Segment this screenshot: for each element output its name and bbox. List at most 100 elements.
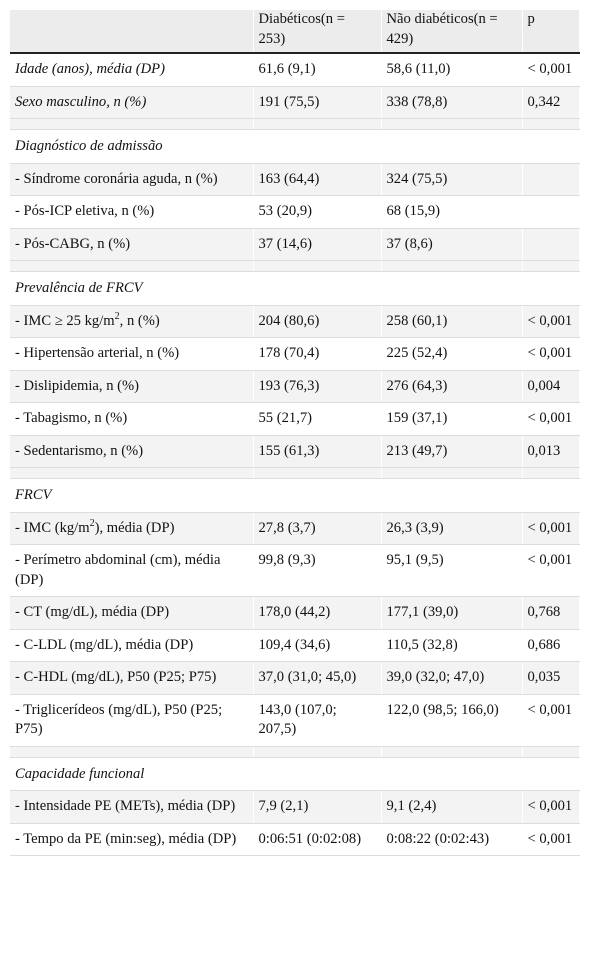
p-value: < 0,001 — [522, 337, 580, 371]
row-label-text: - Pós-CABG, n (%) — [15, 235, 131, 252]
row-label: Idade (anos), média (DP) — [10, 53, 254, 87]
row-label-suffix: ), média (DP) — [94, 519, 175, 536]
p-value: 0,768 — [522, 596, 580, 630]
non-diabetics-value: 58,6 (11,0) — [381, 53, 523, 87]
spacer-cell — [10, 467, 254, 479]
row-label: Sexo masculino, n (%) — [10, 86, 254, 119]
row-label-text: - Sedentarismo, n (%) — [15, 442, 144, 459]
table-row: - Perímetro abdominal (cm), média (DP) 99… — [10, 544, 580, 597]
row-label-text: - Tempo da PE (min:seg), média (DP) — [15, 830, 237, 847]
spacer-cell — [522, 260, 580, 272]
non-diabetics-value: 68 (15,9) — [381, 195, 523, 229]
spacer-cell — [253, 467, 382, 479]
non-diabetics-value: 338 (78,8) — [381, 86, 523, 119]
diabetics-value: 27,8 (3,7) — [253, 512, 382, 545]
non-diabetics-value: 276 (64,3) — [381, 370, 523, 403]
spacer-cell — [522, 467, 580, 479]
diabetics-value: 163 (64,4) — [253, 163, 382, 196]
empty-cell — [253, 478, 382, 513]
spacer-cell — [522, 118, 580, 130]
section-title: Capacidade funcional — [10, 757, 254, 791]
empty-cell — [522, 129, 580, 164]
p-value: < 0,001 — [522, 823, 580, 856]
spacer-cell — [10, 746, 254, 758]
row-label-text: Idade (anos), média (DP) — [15, 61, 165, 77]
empty-cell — [522, 271, 580, 306]
row-label-text: - Tabagismo, n (%) — [15, 410, 128, 426]
section-title: Diagnóstico de admissão — [10, 129, 254, 164]
section-row: FRCV — [10, 478, 580, 513]
spacer-row — [10, 467, 580, 479]
p-value: 0,004 — [522, 370, 580, 403]
p-value: 0,342 — [522, 86, 580, 119]
row-label-suffix: , n (%) — [119, 312, 160, 329]
row-label: - IMC (kg/m2), média (DP) — [10, 512, 254, 545]
table-row: - C-HDL (mg/dL), P50 (P25; P75) 37,0 (31,… — [10, 661, 580, 695]
spacer-cell — [522, 746, 580, 758]
empty-cell — [381, 129, 523, 164]
row-label-text: - C-LDL (mg/dL), média (DP) — [15, 636, 194, 653]
table-row: - IMC ≥ 25 kg/m2, n (%) 204 (80,6) 258 (60… — [10, 305, 580, 338]
table-row: - Pós-ICP eletiva, n (%) 53 (20,9) 68 (15,… — [10, 195, 580, 229]
row-label: - CT (mg/dL), média (DP) — [10, 596, 254, 630]
spacer-cell — [253, 746, 382, 758]
table-row: - Pós-CABG, n (%) 37 (14,6) 37 (8,6) — [10, 228, 580, 261]
p-value — [522, 195, 580, 229]
non-diabetics-value: 122,0 (98,5; 166,0) — [381, 694, 523, 747]
diabetics-value: 37 (14,6) — [253, 228, 382, 261]
row-label-text: - Síndrome coronária aguda, n (%) — [15, 170, 218, 187]
row-label: - C-HDL (mg/dL), P50 (P25; P75) — [10, 661, 254, 695]
table-row: - C-LDL (mg/dL), média (DP) 109,4 (34,6) 1… — [10, 629, 580, 662]
table-row: - Síndrome coronária aguda, n (%) 163 (64… — [10, 163, 580, 196]
row-label-text: - IMC (kg/m — [15, 519, 90, 536]
table-row: - Sedentarismo, n (%) 155 (61,3) 213 (49,7… — [10, 435, 580, 468]
section-title: Prevalência de FRCV — [10, 271, 254, 306]
non-diabetics-value: 37 (8,6) — [381, 228, 523, 261]
diabetics-value: 7,9 (2,1) — [253, 790, 382, 824]
row-label-superscript: 2 — [89, 517, 95, 529]
p-value: 0,013 — [522, 435, 580, 468]
empty-cell — [522, 478, 580, 513]
diabetics-value: 191 (75,5) — [253, 86, 382, 119]
row-label-text: - Triglicerídeos (mg/dL), P50 (P25; P75) — [15, 701, 223, 738]
spacer-cell — [10, 260, 254, 272]
row-label: - Intensidade PE (METs), média (DP) — [10, 790, 254, 824]
diabetics-value: 178 (70,4) — [253, 337, 382, 371]
table-body: Idade (anos), média (DP) 61,6 (9,1) 58,6 (… — [10, 53, 580, 856]
empty-cell — [522, 757, 580, 791]
row-label: - Síndrome coronária aguda, n (%) — [10, 163, 254, 196]
p-value: < 0,001 — [522, 305, 580, 338]
empty-cell — [381, 271, 523, 306]
non-diabetics-value: 26,3 (3,9) — [381, 512, 523, 545]
row-label: - Pós-CABG, n (%) — [10, 228, 254, 261]
spacer-row — [10, 118, 580, 130]
spacer-cell — [381, 467, 523, 479]
table-row: - Intensidade PE (METs), média (DP) 7,9 (… — [10, 790, 580, 824]
header-non-diabetics: Não diabéticos(n = 429) — [381, 10, 523, 54]
row-label-text: - IMC ≥ 25 kg/m — [15, 312, 115, 329]
row-label: - Tempo da PE (min:seg), média (DP) — [10, 823, 254, 856]
diabetics-value: 178,0 (44,2) — [253, 596, 382, 630]
row-label-text: - Perímetro abdominal (cm), média (DP) — [15, 552, 221, 588]
non-diabetics-value: 0:08:22 (0:02:43) — [381, 823, 523, 856]
diabetics-value: 143,0 (107,0; 207,5) — [253, 694, 382, 747]
p-value: < 0,001 — [522, 53, 580, 87]
diabetics-value: 99,8 (9,3) — [253, 544, 382, 597]
non-diabetics-value: 95,1 (9,5) — [381, 544, 523, 597]
row-label-text: - Pós-ICP eletiva, n (%) — [15, 203, 155, 219]
p-value: < 0,001 — [522, 402, 580, 436]
table-row: - Tempo da PE (min:seg), média (DP) 0:06:… — [10, 823, 580, 856]
row-label-superscript: 2 — [114, 310, 120, 322]
baseline-characteristics-table: Diabéticos(n = 253) Não diabéticos(n = 4… — [10, 10, 580, 856]
diabetics-value: 155 (61,3) — [253, 435, 382, 468]
spacer-cell — [381, 260, 523, 272]
table-row: - Hipertensão arterial, n (%) 178 (70,4) 2… — [10, 337, 580, 371]
row-label: - Sedentarismo, n (%) — [10, 435, 254, 468]
row-label: - Pós-ICP eletiva, n (%) — [10, 195, 254, 229]
non-diabetics-value: 258 (60,1) — [381, 305, 523, 338]
table-row: - IMC (kg/m2), média (DP) 27,8 (3,7) 26,3 … — [10, 512, 580, 545]
row-label: - IMC ≥ 25 kg/m2, n (%) — [10, 305, 254, 338]
non-diabetics-value: 9,1 (2,4) — [381, 790, 523, 824]
non-diabetics-value: 39,0 (32,0; 47,0) — [381, 661, 523, 695]
non-diabetics-value: 110,5 (32,8) — [381, 629, 523, 662]
